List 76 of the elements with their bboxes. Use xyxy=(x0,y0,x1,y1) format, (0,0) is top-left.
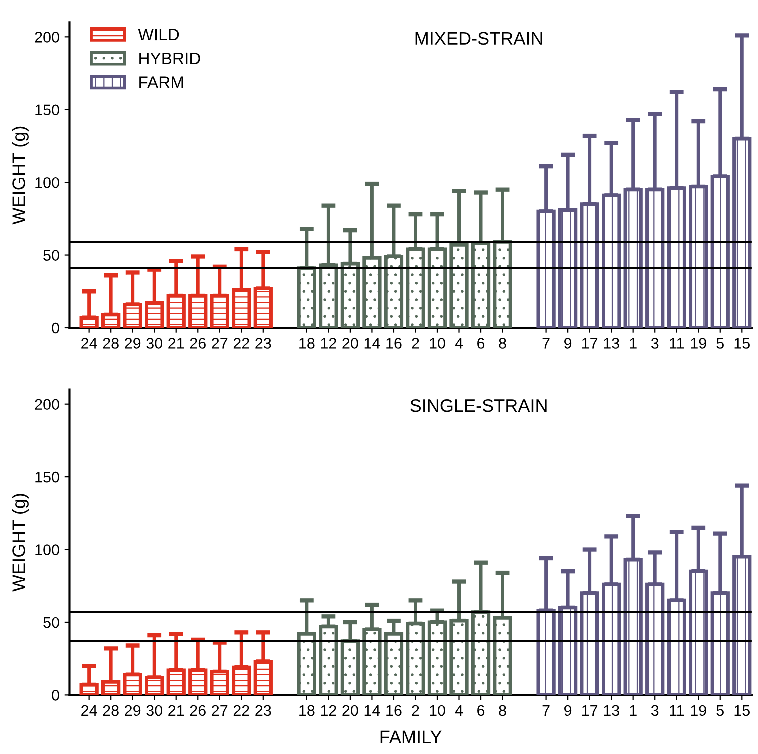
x-tick-label: 28 xyxy=(103,338,119,349)
x-tick-label: 30 xyxy=(146,338,163,349)
x-tick-label: 7 xyxy=(542,705,550,716)
x-tick-label: 15 xyxy=(734,705,750,716)
y-tick-label: 50 xyxy=(44,250,60,261)
x-tick-label: 21 xyxy=(168,705,184,716)
x-tick-label: 26 xyxy=(190,705,206,716)
x-tick-label: 29 xyxy=(125,338,141,349)
x-tick-label: 21 xyxy=(168,338,184,349)
legend-label: WILD xyxy=(138,29,180,41)
x-tick-label: 26 xyxy=(190,338,206,349)
x-tick-label: 8 xyxy=(499,338,506,349)
x-tick-label: 11 xyxy=(670,705,684,716)
x-tick-label: 3 xyxy=(651,705,659,716)
x-tick-label: 5 xyxy=(716,338,724,349)
x-tick-label: 9 xyxy=(564,338,572,349)
y-tick-label: 100 xyxy=(36,544,60,556)
x-tick-label: 7 xyxy=(542,338,550,349)
x-tick-label: 27 xyxy=(212,705,228,716)
x-tick-label: 3 xyxy=(651,338,659,349)
x-tick-label: 24 xyxy=(82,705,98,716)
chart-title: MIXED-STRAIN xyxy=(416,32,542,46)
x-tick-label: 20 xyxy=(342,705,358,716)
x-tick-label: 22 xyxy=(234,338,250,349)
x-tick-label: 18 xyxy=(300,338,315,349)
x-tick-label: 1 xyxy=(630,338,637,349)
x-axis-title: FAMILY xyxy=(380,730,442,744)
chart-title: SINGLE-STRAIN xyxy=(410,399,547,412)
legend-label: FARM xyxy=(140,76,184,88)
x-tick-label: 29 xyxy=(125,705,141,716)
x-tick-label: 22 xyxy=(234,705,250,716)
x-tick-label: 6 xyxy=(478,338,485,349)
y-tick-label: 150 xyxy=(36,104,60,116)
x-tick-label: 14 xyxy=(364,705,380,716)
x-tick-label: 19 xyxy=(691,338,706,349)
x-tick-label: 2 xyxy=(412,338,420,349)
y-tick-label: 200 xyxy=(35,32,60,43)
x-tick-label: 15 xyxy=(734,338,750,349)
x-tick-label: 12 xyxy=(321,705,336,716)
y-tick-label: 50 xyxy=(44,617,60,628)
x-tick-label: 12 xyxy=(321,338,336,349)
x-tick-label: 24 xyxy=(82,338,98,349)
x-tick-label: 18 xyxy=(300,705,315,716)
x-tick-label: 4 xyxy=(455,705,464,716)
y-tick-label: 0 xyxy=(52,322,60,334)
x-tick-label: 17 xyxy=(582,705,598,716)
x-tick-label: 16 xyxy=(386,338,402,349)
x-tick-label: 19 xyxy=(691,705,706,716)
x-tick-label: 1 xyxy=(630,705,637,716)
y-tick-label: 0 xyxy=(52,690,60,701)
y-axis-title: WEIGHT (g) xyxy=(12,494,29,592)
x-tick-label: 4 xyxy=(455,338,464,349)
x-tick-label: 2 xyxy=(412,705,420,716)
y-axis-title: WEIGHT (g) xyxy=(12,126,29,225)
x-tick-label: 14 xyxy=(364,338,380,349)
x-tick-label: 16 xyxy=(386,705,402,716)
x-tick-label: 23 xyxy=(256,705,272,716)
x-tick-label: 13 xyxy=(604,705,620,716)
x-tick-label: 17 xyxy=(582,338,598,349)
x-tick-label: 9 xyxy=(564,705,572,716)
y-tick-label: 150 xyxy=(36,472,60,483)
x-tick-label: 30 xyxy=(146,705,163,716)
x-tick-label: 10 xyxy=(430,705,446,716)
x-tick-label: 6 xyxy=(478,705,485,716)
x-tick-label: 5 xyxy=(716,705,724,716)
x-tick-label: 20 xyxy=(342,338,358,349)
y-tick-label: 200 xyxy=(35,399,60,410)
x-tick-label: 23 xyxy=(256,338,272,349)
x-tick-label: 13 xyxy=(604,338,620,349)
x-tick-label: 28 xyxy=(103,705,119,716)
x-tick-label: 11 xyxy=(670,338,684,349)
x-tick-label: 8 xyxy=(499,705,506,716)
x-tick-label: 10 xyxy=(430,338,446,349)
y-tick-label: 100 xyxy=(36,177,60,188)
x-tick-label: 27 xyxy=(212,338,228,349)
legend-label: HYBRID xyxy=(140,52,200,64)
